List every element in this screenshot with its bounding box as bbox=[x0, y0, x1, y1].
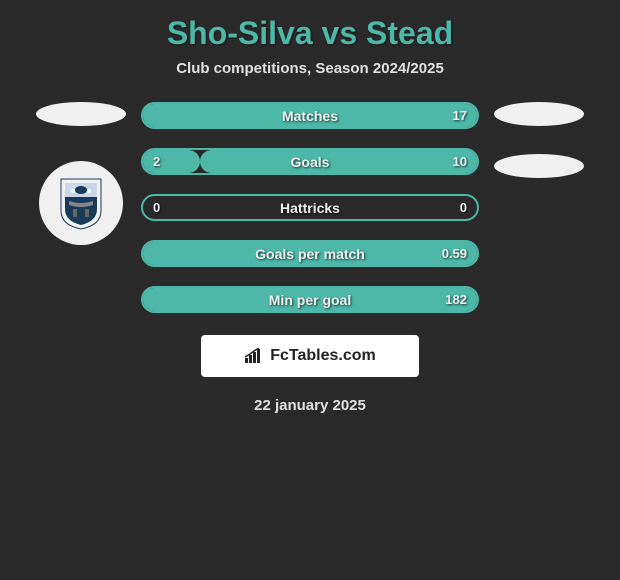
stat-value-right: 17 bbox=[453, 108, 467, 123]
stat-value-right: 10 bbox=[453, 154, 467, 169]
left-column bbox=[36, 102, 126, 245]
stat-bar-goals: 2 Goals 10 bbox=[141, 148, 479, 175]
stats-column: Matches 17 2 Goals 10 0 Hattricks 0 Goal… bbox=[141, 102, 479, 313]
stat-label: Goals per match bbox=[255, 246, 365, 262]
badge-icon bbox=[57, 175, 105, 231]
logo-text: FcTables.com bbox=[270, 347, 376, 365]
stat-bar-hattricks: 0 Hattricks 0 bbox=[141, 194, 479, 221]
page-title: Sho-Silva vs Stead bbox=[167, 15, 453, 52]
fctables-logo[interactable]: FcTables.com bbox=[201, 335, 419, 377]
stat-label: Hattricks bbox=[280, 200, 340, 216]
date-text: 22 january 2025 bbox=[254, 397, 366, 414]
subtitle: Club competitions, Season 2024/2025 bbox=[176, 60, 444, 77]
stat-value-right: 0.59 bbox=[442, 246, 467, 261]
stat-label: Min per goal bbox=[269, 292, 351, 308]
stat-label: Goals bbox=[291, 154, 330, 170]
stat-bar-min-per-goal: Min per goal 182 bbox=[141, 286, 479, 313]
stat-value-left: 0 bbox=[153, 200, 160, 215]
player-left-ellipse bbox=[36, 102, 126, 126]
stat-value-left: 2 bbox=[153, 154, 160, 169]
stat-bar-matches: Matches 17 bbox=[141, 102, 479, 129]
stat-value-right: 182 bbox=[445, 292, 467, 307]
chart-icon bbox=[244, 348, 264, 364]
team-badge-left bbox=[39, 161, 123, 245]
main-container: Sho-Silva vs Stead Club competitions, Se… bbox=[0, 0, 620, 429]
stat-fill bbox=[143, 150, 200, 173]
player-right-ellipse-1 bbox=[494, 102, 584, 126]
stat-bar-goals-per-match: Goals per match 0.59 bbox=[141, 240, 479, 267]
stat-value-right: 0 bbox=[460, 200, 467, 215]
player-right-ellipse-2 bbox=[494, 154, 584, 178]
stat-label: Matches bbox=[282, 108, 338, 124]
stat-fill bbox=[200, 150, 477, 173]
right-column bbox=[494, 102, 584, 178]
content-row: Matches 17 2 Goals 10 0 Hattricks 0 Goal… bbox=[0, 102, 620, 313]
